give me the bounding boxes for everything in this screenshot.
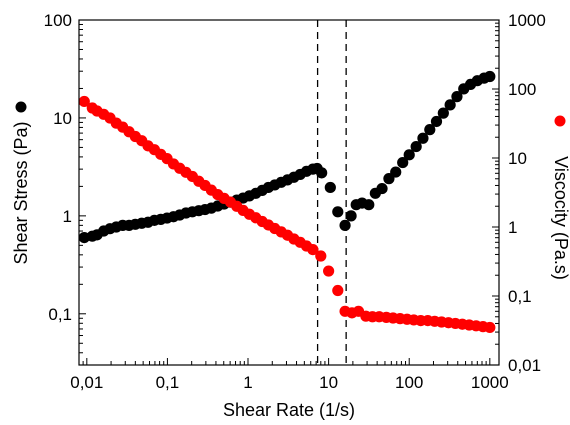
shear-stress-point: [339, 219, 351, 231]
shear-stress-point: [484, 70, 496, 83]
tick-labels: 0,01 0,1 1 10 100 1000 0,1 1 10 100 0,01 0,1 1 10 100 1…: [44, 11, 546, 392]
shear-stress-point: [332, 206, 344, 218]
y-left-tick-label: 1: [63, 207, 72, 226]
x-axis-title: Shear Rate (1/s): [223, 400, 355, 420]
shear-stress-point: [451, 91, 463, 103]
x-tick-label: 0,1: [156, 373, 180, 392]
y-right-tick-label: 10: [508, 149, 527, 168]
x-tick-label: 100: [395, 373, 423, 392]
shear-stress-point: [397, 156, 409, 169]
y-left-tick-label: 100: [44, 11, 72, 30]
y-left-tick-label: 10: [53, 109, 72, 128]
shear-stress-point: [444, 99, 456, 111]
y-left-tick-label: 0,1: [48, 305, 72, 324]
y-right-axis-title: Viscocity (Pa.s): [551, 156, 570, 280]
axis-ticks: [79, 19, 499, 366]
shear-stress-point: [410, 140, 422, 153]
shear-stress-point: [376, 182, 388, 195]
viscosity-point: [315, 250, 327, 262]
y-right-tick-label: 1000: [508, 11, 546, 30]
shear-stress-point: [417, 132, 429, 144]
reference-lines: [316, 20, 347, 365]
shear-stress-point: [430, 115, 443, 128]
viscosity-point: [484, 321, 496, 334]
viscosity-point: [307, 244, 319, 256]
shear-stress-point: [363, 199, 375, 211]
x-tick-label: 1: [243, 373, 252, 392]
x-tick-label: 10: [319, 373, 338, 392]
y-right-tick-label: 0,1: [508, 287, 532, 306]
viscosity-point: [332, 284, 344, 297]
shear-stress-point: [437, 107, 449, 119]
y-right-tick-label: 100: [508, 80, 536, 99]
shear-stress-point: [403, 149, 415, 161]
y-right-legend-marker: [554, 115, 566, 127]
shear-stress-point: [390, 166, 402, 178]
y-right-tick-label: 1: [508, 218, 517, 237]
x-tick-label: 1000: [471, 373, 509, 392]
viscosity-point: [323, 265, 335, 277]
shear-stress-point: [345, 210, 357, 222]
x-tick-label: 0,01: [70, 373, 103, 392]
shear-stress-point: [316, 167, 328, 179]
y-left-axis-title: Shear Stress (Pa): [11, 121, 31, 264]
y-left-legend-marker: [15, 101, 27, 113]
shear-stress-point: [424, 124, 436, 136]
viscosity-point: [78, 95, 90, 108]
data-points: [78, 70, 496, 334]
shear-stress-point: [324, 181, 336, 194]
y-right-tick-label: 0,01: [508, 356, 541, 375]
plot-frame: [78, 19, 500, 366]
